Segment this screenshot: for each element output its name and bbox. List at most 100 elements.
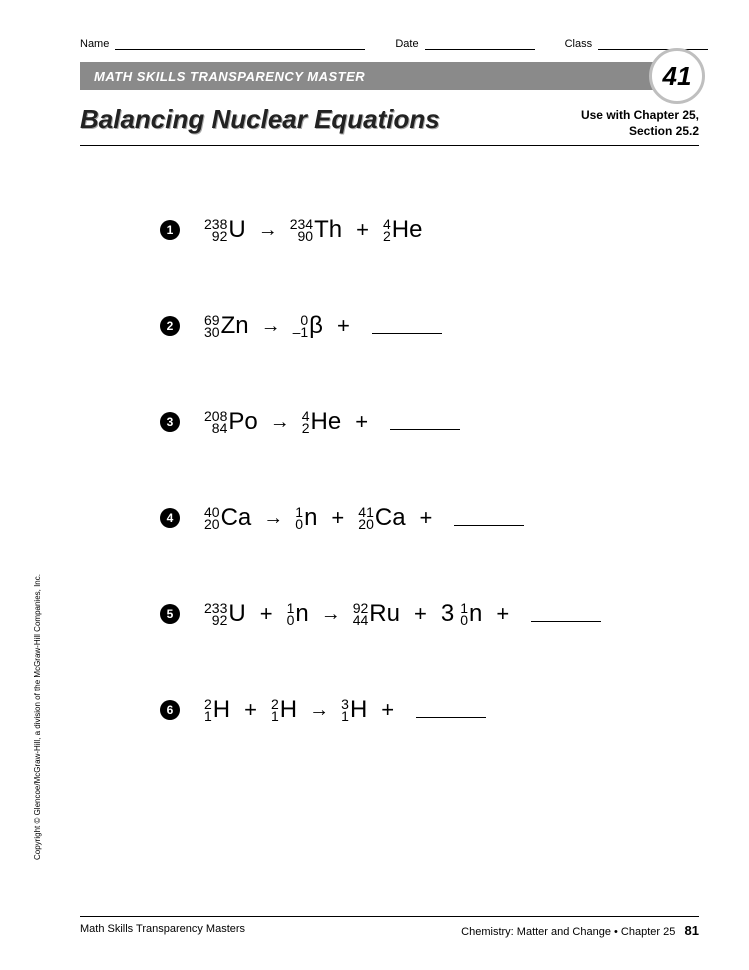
atomic-number: 1 xyxy=(341,710,349,723)
class-line[interactable] xyxy=(598,38,708,50)
nuclide: 23892U xyxy=(204,216,246,244)
atomic-number: 1 xyxy=(204,710,212,723)
date-line[interactable] xyxy=(425,38,535,50)
atomic-number: 84 xyxy=(204,422,227,435)
nuclide-scripts: 21 xyxy=(204,698,212,723)
nuclide: 21H xyxy=(204,696,230,724)
bullet-6: 6 xyxy=(160,700,180,720)
use-with-2: Section 25.2 xyxy=(581,124,699,140)
plus-icon: + xyxy=(260,601,273,627)
equation-3: 20884Po → 42He + xyxy=(204,408,460,436)
nuclide: 0–1β xyxy=(293,312,323,340)
banner: MATH SKILLS TRANSPARENCY MASTER 41 xyxy=(80,62,699,90)
nuclide: 10n xyxy=(295,504,317,532)
nuclide-scripts: 23490 xyxy=(290,218,313,243)
name-label: Name xyxy=(80,38,109,50)
nuclide: 4020Ca xyxy=(204,504,251,532)
nuclide-scripts: 4020 xyxy=(204,506,220,531)
plus-icon: + xyxy=(244,697,257,723)
footer-left: Math Skills Transparency Masters xyxy=(80,923,245,938)
plus-icon: + xyxy=(381,697,394,723)
nuclide-scripts: 6930 xyxy=(204,314,220,339)
atomic-number: –1 xyxy=(293,326,309,339)
copyright-text: Copyright © Glencoe/McGraw-Hill, a divis… xyxy=(33,510,42,860)
equations-list: 123892U→23490Th+42He26930Zn→0–1β+320884P… xyxy=(160,216,699,724)
nuclide: 6930Zn xyxy=(204,312,249,340)
bullet-4: 4 xyxy=(160,508,180,528)
equation-row: 621H+21H→31H+ xyxy=(160,696,699,724)
class-field: Class xyxy=(565,38,709,50)
bullet-3: 3 xyxy=(160,412,180,432)
plus-icon: + xyxy=(496,601,509,627)
arrow-icon: → xyxy=(263,507,283,530)
element-symbol: U xyxy=(228,600,245,628)
date-field: Date xyxy=(395,38,534,50)
bullet-5: 5 xyxy=(160,604,180,624)
atomic-number: 30 xyxy=(204,326,220,339)
arrow-icon: → xyxy=(270,411,290,434)
atomic-number: 0 xyxy=(460,614,468,627)
nuclide-scripts: 21 xyxy=(271,698,279,723)
name-line[interactable] xyxy=(115,38,365,50)
plus-icon: + xyxy=(355,409,368,435)
footer: Math Skills Transparency Masters Chemist… xyxy=(80,916,699,938)
title-right: Use with Chapter 25, Section 25.2 xyxy=(581,104,699,139)
name-field: Name xyxy=(80,38,365,50)
answer-blank[interactable] xyxy=(390,414,460,430)
element-symbol: He xyxy=(392,216,423,244)
plus-icon: + xyxy=(331,505,344,531)
answer-blank[interactable] xyxy=(372,318,442,334)
nuclide: 21H xyxy=(271,696,297,724)
element-symbol: Po xyxy=(228,408,257,436)
element-symbol: n xyxy=(304,504,317,532)
page-number: 81 xyxy=(685,923,699,938)
nuclide: 23490Th xyxy=(290,216,342,244)
arrow-icon: → xyxy=(258,219,278,242)
title-row: Balancing Nuclear Equations Use with Cha… xyxy=(80,104,699,146)
nuclide: 31H xyxy=(341,696,367,724)
answer-blank[interactable] xyxy=(531,606,601,622)
element-symbol: Ca xyxy=(221,504,252,532)
atomic-number: 90 xyxy=(290,230,313,243)
atomic-number: 92 xyxy=(204,614,227,627)
equation-row: 44020Ca→10n+4120Ca+ xyxy=(160,504,699,532)
equation-4: 4020Ca→10n+4120Ca+ xyxy=(204,504,524,532)
element-symbol: Ru xyxy=(369,600,400,628)
banner-text: MATH SKILLS TRANSPARENCY MASTER xyxy=(80,62,699,90)
arrow-icon: → xyxy=(261,315,281,338)
plus-icon: + xyxy=(337,313,350,339)
element-symbol: Zn xyxy=(221,312,249,340)
equation-5: 23392U+10n→9244Ru+310n+ xyxy=(204,600,601,628)
nuclide: 42He xyxy=(302,408,341,436)
nuclide-scripts: 0–1 xyxy=(293,314,309,339)
equation-6: 21H+21H→31H+ xyxy=(204,696,486,724)
element-symbol: H xyxy=(213,696,230,724)
nuclide-scripts: 42 xyxy=(383,218,391,243)
nuclide-scripts: 23892 xyxy=(204,218,227,243)
plus-icon: + xyxy=(420,505,433,531)
element-symbol: H xyxy=(350,696,367,724)
atomic-number: 0 xyxy=(295,518,303,531)
atomic-number: 92 xyxy=(204,230,227,243)
date-label: Date xyxy=(395,38,418,50)
nuclide-scripts: 20884 xyxy=(204,410,227,435)
class-label: Class xyxy=(565,38,593,50)
coefficient: 3 xyxy=(441,600,454,628)
atomic-number: 2 xyxy=(302,422,310,435)
nuclide: 20884Po xyxy=(204,408,258,436)
plus-icon: + xyxy=(414,601,427,627)
answer-blank[interactable] xyxy=(454,510,524,526)
equation-row: 123892U→23490Th+42He xyxy=(160,216,699,244)
element-symbol: Th xyxy=(314,216,342,244)
atomic-number: 20 xyxy=(358,518,374,531)
equation-row: 523392U+10n→9244Ru+310n+ xyxy=(160,600,699,628)
nuclide-scripts: 9244 xyxy=(353,602,369,627)
atomic-number: 20 xyxy=(204,518,220,531)
footer-right: Chemistry: Matter and Change • Chapter 2… xyxy=(461,923,699,938)
answer-blank[interactable] xyxy=(416,702,486,718)
equation-row: 26930Zn→0–1β+ xyxy=(160,312,699,340)
element-symbol: β xyxy=(309,312,323,340)
equation-row: 3 20884Po → 42He + xyxy=(160,408,699,436)
atomic-number: 0 xyxy=(287,614,295,627)
bullet-1: 1 xyxy=(160,220,180,240)
